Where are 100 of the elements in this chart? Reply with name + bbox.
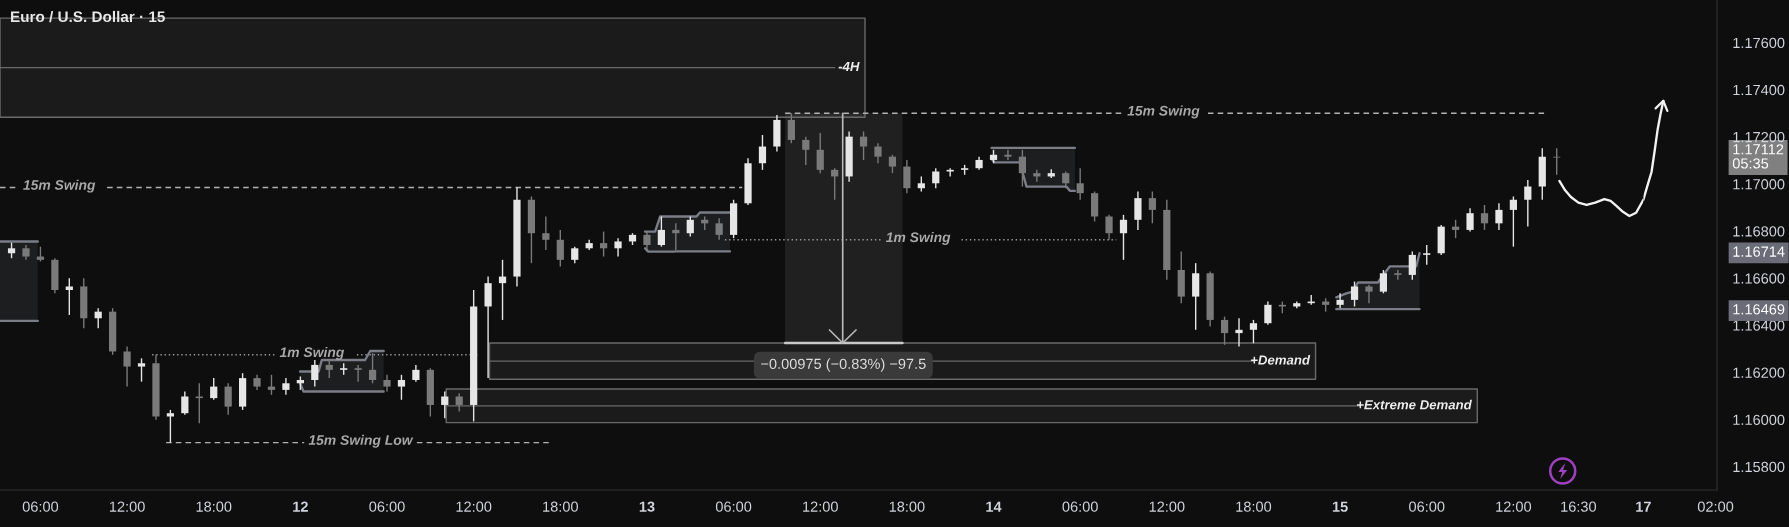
x-tick-label: 06:00 — [369, 501, 405, 512]
candlestick — [1235, 317, 1243, 348]
candlestick — [65, 277, 73, 316]
y-tick-label: 1.17600 — [1733, 37, 1785, 49]
y-tick-label: 1.17400 — [1733, 84, 1785, 96]
x-tick-label: 17 — [1636, 501, 1651, 512]
annotation: -4H — [838, 61, 860, 72]
candlestick — [210, 377, 218, 401]
candlestick — [1148, 190, 1156, 225]
candlestick — [325, 359, 333, 379]
candlestick — [1466, 207, 1474, 233]
y-tick-label: 1.16400 — [1733, 320, 1785, 331]
candlestick — [614, 237, 622, 258]
x-tick-label: 14 — [986, 501, 1002, 512]
candlestick — [903, 159, 911, 194]
candlestick — [455, 392, 463, 413]
y-tick-label: 1.16200 — [1733, 367, 1785, 378]
candlestick — [1091, 190, 1099, 223]
y-tick-label: 1.16469 — [1733, 304, 1785, 315]
x-tick-label: 06:00 — [22, 501, 59, 512]
candlestick — [1379, 269, 1388, 294]
candlestick — [1004, 149, 1012, 161]
candlestick — [932, 167, 940, 189]
x-tick-label: 12:00 — [456, 501, 492, 512]
y-tick-label: 1.16714 — [1733, 246, 1785, 257]
candlestick — [1105, 214, 1113, 241]
x-tick-label: 06:00 — [715, 501, 752, 512]
candlestick — [1018, 149, 1027, 188]
x-tick-label: 06:00 — [1062, 501, 1098, 512]
y-tick-label: 1.17200 — [1733, 131, 1785, 143]
candlestick — [643, 230, 651, 253]
candlestick — [166, 409, 175, 444]
candlestick — [1524, 179, 1532, 228]
x-tick-label: 12 — [293, 501, 308, 512]
annotation: +Extreme Demand — [1357, 399, 1472, 410]
candlestick — [441, 390, 449, 419]
candlestick — [1220, 315, 1229, 346]
candlestick — [1192, 262, 1200, 331]
candlestick — [1365, 284, 1373, 304]
x-tick-label: 06:00 — [1409, 501, 1445, 512]
x-tick-label: 18:00 — [889, 501, 925, 512]
y-tick-label: 1.16000 — [1733, 414, 1785, 425]
candlestick — [1249, 319, 1258, 344]
candlestick — [542, 215, 550, 251]
annotation: 15m Swing — [23, 179, 96, 193]
candlestick — [1336, 292, 1344, 309]
candlestick — [859, 130, 868, 161]
candlestick — [123, 345, 131, 388]
candlestick — [888, 154, 897, 174]
annotation: +Demand — [1251, 354, 1311, 365]
x-tick-label: 12:00 — [1149, 501, 1185, 512]
x-tick-label: 12:00 — [1496, 501, 1532, 512]
candlestick — [368, 352, 377, 384]
candlestick — [1495, 202, 1503, 231]
candlestick — [354, 364, 362, 383]
candlestick — [1134, 190, 1142, 231]
candlestick — [874, 142, 882, 164]
candlestick — [556, 229, 564, 268]
candlestick — [195, 382, 203, 425]
candlestick — [1423, 244, 1431, 266]
y-tick-label: 1.17000 — [1733, 179, 1785, 190]
annotation: 1m Swing — [279, 346, 345, 360]
candlestick — [137, 357, 146, 383]
x-tick-label: 18:00 — [543, 501, 578, 512]
candlestick — [1119, 214, 1128, 261]
candlestick — [787, 112, 795, 144]
y-tick-label: 1.17112 05:35 — [1732, 144, 1784, 169]
candlestick — [1350, 280, 1359, 308]
candlestick — [1076, 167, 1084, 201]
candlestick — [1480, 204, 1489, 231]
candlestick — [311, 359, 319, 388]
candlestick — [802, 135, 810, 166]
annotation: 1m Swing — [886, 231, 951, 245]
x-tick-label: 18:00 — [1236, 501, 1272, 512]
candlestick — [715, 217, 723, 241]
candlestick — [758, 134, 767, 171]
y-tick-label: 1.15800 — [1733, 461, 1785, 473]
annotation: −0.00975 (−0.83%) −97.5 — [761, 358, 926, 372]
candlestick — [686, 215, 694, 238]
candlestick — [816, 132, 824, 174]
candlestick — [397, 374, 406, 401]
candlestick — [1509, 195, 1517, 248]
x-tick-label: 16:30 — [1561, 501, 1597, 512]
candlestick — [1394, 269, 1402, 281]
candlestick — [1408, 250, 1416, 281]
x-tick-label: 12:00 — [803, 501, 838, 512]
candlestick — [657, 215, 665, 248]
candlestick — [600, 230, 608, 258]
candlestick — [484, 275, 492, 379]
x-tick-label: 13 — [639, 501, 655, 512]
annotation: 15m Swing — [1127, 105, 1200, 119]
x-tick-label: 18:00 — [196, 501, 232, 512]
candlestick — [224, 382, 232, 416]
y-tick-label: 1.16600 — [1733, 273, 1785, 284]
x-tick-label: 02:00 — [1697, 501, 1734, 512]
annotation: 15m Swing Low — [308, 434, 414, 448]
candlestick — [181, 390, 189, 416]
candlestick — [1264, 300, 1272, 326]
x-tick-label: 12:00 — [109, 501, 145, 512]
candlestick — [1553, 147, 1561, 176]
